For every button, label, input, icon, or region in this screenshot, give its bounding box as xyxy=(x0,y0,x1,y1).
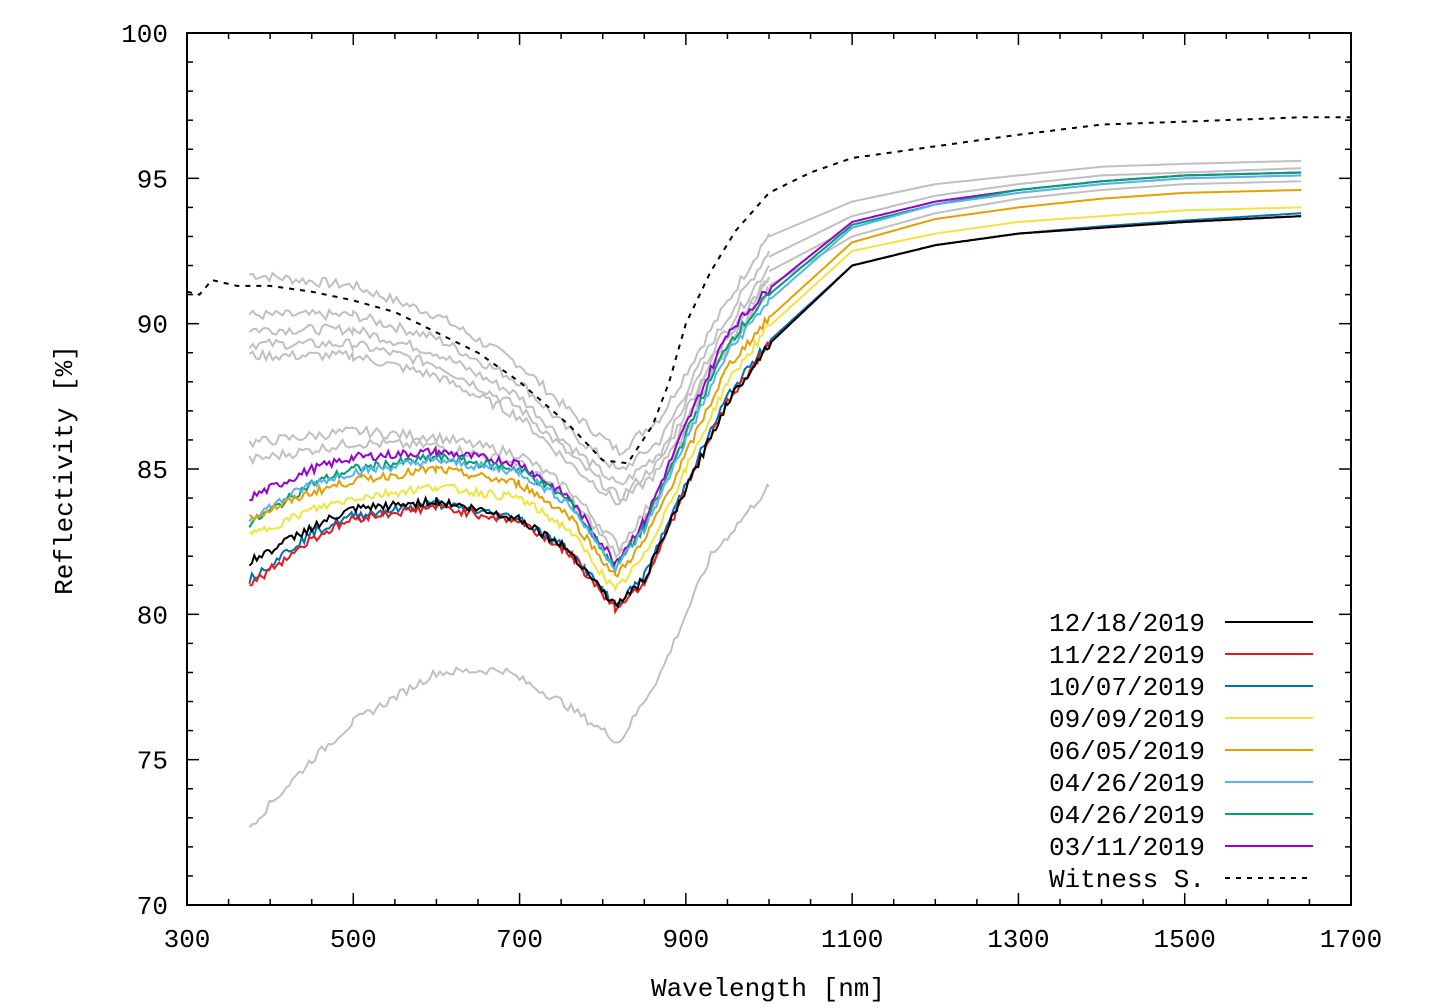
series-line xyxy=(248,215,1302,609)
series-line xyxy=(248,171,1302,573)
series-lines xyxy=(248,171,1302,615)
y-axis-label: Reflectivity [%] xyxy=(50,345,80,595)
y-tick-label: 70 xyxy=(137,892,168,922)
series-line xyxy=(249,171,1302,568)
reference-curve-vis xyxy=(248,264,770,486)
x-tick-label: 700 xyxy=(496,925,543,955)
x-tick-label: 1100 xyxy=(821,925,883,955)
legend: 12/18/201911/22/201910/07/201909/09/2019… xyxy=(1049,609,1313,895)
y-tick-label: 95 xyxy=(137,165,168,195)
series-line xyxy=(248,189,1302,579)
reference-curve-vis xyxy=(248,288,770,506)
reference-curve-vis xyxy=(249,233,770,457)
legend-label: 06/05/2019 xyxy=(1049,737,1205,767)
legend-label: 12/18/2019 xyxy=(1049,609,1205,639)
x-axis-label: Wavelength [nm] xyxy=(651,974,885,1004)
x-tick-label: 300 xyxy=(164,925,211,955)
reference-curve-vis xyxy=(248,250,770,471)
x-tick-label: 1500 xyxy=(1154,925,1216,955)
legend-label: 03/11/2019 xyxy=(1049,833,1205,863)
reference-curve-nir xyxy=(768,180,1302,287)
x-tick-label: 1300 xyxy=(987,925,1049,955)
series-line xyxy=(248,206,1302,593)
legend-label: 04/26/2019 xyxy=(1049,801,1205,831)
axis-ticks: 300 500 700 900 1100 1300 1500 1700 70 75 80 85 90 95… xyxy=(121,20,1382,955)
reference-curve-nir xyxy=(768,159,1302,238)
y-tick-label: 90 xyxy=(137,311,168,341)
legend-label: 10/07/2019 xyxy=(1049,673,1205,703)
y-tick-label: 100 xyxy=(121,20,168,50)
y-tick-label: 85 xyxy=(137,456,168,486)
x-tick-label: 900 xyxy=(662,925,709,955)
x-tick-label: 1700 xyxy=(1320,925,1382,955)
reference-curve-vis xyxy=(248,276,770,556)
reference-curve-low xyxy=(248,483,770,828)
legend-label: Witness S. xyxy=(1049,865,1205,895)
x-tick-label: 500 xyxy=(330,925,377,955)
plot-frame xyxy=(186,32,1352,906)
legend-label: 11/22/2019 xyxy=(1049,641,1205,671)
y-tick-label: 80 xyxy=(137,601,168,631)
reference-curve-vis xyxy=(248,276,770,502)
reference-curve-nir xyxy=(768,167,1302,258)
y-tick-label: 75 xyxy=(137,747,168,777)
legend-label: 04/26/2019 xyxy=(1049,769,1205,799)
series-line xyxy=(249,215,1302,615)
series-line xyxy=(248,212,1302,606)
series-line xyxy=(248,174,1302,576)
legend-label: 09/09/2019 xyxy=(1049,705,1205,735)
